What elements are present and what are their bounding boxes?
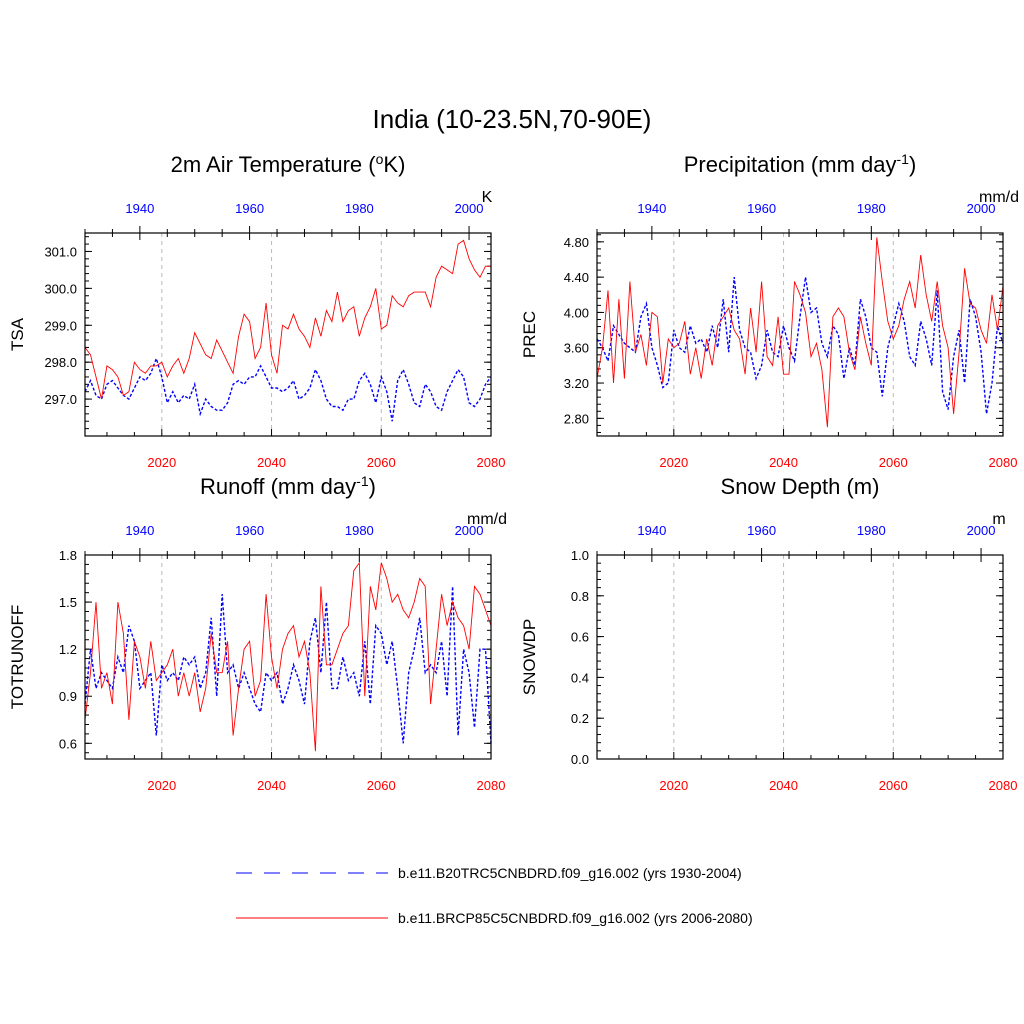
series-line-historical xyxy=(84,356,492,422)
y-tick-label: 0.4 xyxy=(571,670,589,685)
x-bottom-tick-label: 2080 xyxy=(989,778,1018,793)
y-tick-label: 298.0 xyxy=(44,355,77,370)
y-tick-label: 0.2 xyxy=(571,711,589,726)
x-bottom-tick-label: 2040 xyxy=(769,455,798,470)
x-top-tick-label: 1960 xyxy=(235,523,264,538)
panel-title-tail: K) xyxy=(383,152,405,177)
x-bottom-tick-label: 2020 xyxy=(659,455,688,470)
y-axis-label: TOTRUNOFF xyxy=(8,605,27,710)
x-bottom-tick-label: 2040 xyxy=(257,455,286,470)
series-line-future xyxy=(84,239,491,400)
x-top-tick-label: 1960 xyxy=(747,201,776,216)
x-bottom-tick-label: 2060 xyxy=(367,778,396,793)
units-label: mm/d xyxy=(979,189,1019,206)
y-axis-label: PREC xyxy=(520,311,539,358)
panel-totrunoff: Runoff (mm day-1) mm/d TOTRUNOFF 0.6 0.9 1.2 1… xyxy=(8,473,507,793)
panel-snowdp: Snow Depth (m) m SNOWDP 0.0 0.2 0.4 0.6 0.8 1.0 2… xyxy=(520,474,1017,793)
y-tick-label: 3.60 xyxy=(564,341,589,356)
y-tick-label: 299.0 xyxy=(44,318,77,333)
panel-prec: Precipitation (mm day-1) mm/d PREC 2.80 3.20… xyxy=(520,151,1019,470)
y-tick-label: 0.6 xyxy=(571,630,589,645)
x-top-tick-label: 2000 xyxy=(967,523,996,538)
x-bottom-tick-label: 2040 xyxy=(769,778,798,793)
x-top-tick-label: 1940 xyxy=(637,201,666,216)
x-bottom-tick-label: 2080 xyxy=(989,455,1018,470)
figure-title: India (10-23.5N,70-90E) xyxy=(373,104,652,134)
legend: b.e11.B20TRC5CNBDRD.f09_g16.002 (yrs 193… xyxy=(236,865,753,926)
legend-label: b.e11.B20TRC5CNBDRD.f09_g16.002 (yrs 193… xyxy=(398,865,742,881)
y-tick-label: 2.80 xyxy=(564,411,589,426)
x-top-tick-label: 1940 xyxy=(637,523,666,538)
x-top-tick-label: 1940 xyxy=(125,523,154,538)
y-tick-label: 4.00 xyxy=(564,305,589,320)
units-label: mm/d xyxy=(467,511,507,528)
x-bottom-tick-label: 2020 xyxy=(147,455,176,470)
plot-frame xyxy=(596,232,1004,437)
x-top-tick-label: 1980 xyxy=(345,201,374,216)
y-tick-label: 0.6 xyxy=(59,736,77,751)
panel-title: Runoff (mm day-1) xyxy=(200,473,376,499)
y-tick-label: 1.0 xyxy=(571,548,589,563)
panel-title-tail: ) xyxy=(369,474,376,499)
x-top-tick-label: 1960 xyxy=(235,201,264,216)
plot-frame xyxy=(84,554,492,760)
panel-title-tail: ) xyxy=(909,152,916,177)
y-tick-label: 0.0 xyxy=(571,752,589,767)
plot-frame xyxy=(84,232,492,437)
x-bottom-tick-label: 2060 xyxy=(367,455,396,470)
panel-title: Snow Depth (m) xyxy=(721,474,880,499)
y-tick-label: 1.5 xyxy=(59,595,77,610)
x-top-tick-label: 2000 xyxy=(455,201,484,216)
plot-frame xyxy=(596,554,1004,760)
y-tick-label: 0.8 xyxy=(571,589,589,604)
y-tick-label: 4.80 xyxy=(564,235,589,250)
x-top-tick-label: 1980 xyxy=(857,201,886,216)
panel-title-superscript: -1 xyxy=(896,151,909,167)
x-bottom-tick-label: 2060 xyxy=(879,455,908,470)
legend-label: b.e11.BRCP85C5CNBDRD.f09_g16.002 (yrs 20… xyxy=(398,910,753,926)
panel-tsa: 2m Air Temperature (oK) K TSA 297.0 298.0 299… xyxy=(8,151,505,470)
panel-title-main: Snow Depth (m) xyxy=(721,474,880,499)
y-tick-label: 297.0 xyxy=(44,392,77,407)
x-bottom-tick-label: 2020 xyxy=(659,778,688,793)
x-top-tick-label: 2000 xyxy=(967,201,996,216)
y-axis-label: SNOWDP xyxy=(520,619,539,696)
x-bottom-tick-label: 2060 xyxy=(879,778,908,793)
y-tick-label: 4.40 xyxy=(564,270,589,285)
series-line-future xyxy=(596,237,1004,428)
y-tick-label: 0.9 xyxy=(59,689,77,704)
y-axis-label: TSA xyxy=(8,317,27,351)
y-tick-label: 300.0 xyxy=(44,281,77,296)
x-top-tick-label: 1960 xyxy=(747,523,776,538)
x-top-tick-label: 1980 xyxy=(857,523,886,538)
panel-title: 2m Air Temperature (oK) xyxy=(171,151,406,177)
units-label: K xyxy=(482,189,493,206)
x-bottom-tick-label: 2080 xyxy=(477,778,506,793)
series-line-future xyxy=(84,561,492,752)
y-tick-label: 1.2 xyxy=(59,642,77,657)
series-line-historical xyxy=(84,586,492,744)
y-tick-label: 301.0 xyxy=(44,244,77,259)
x-bottom-tick-label: 2080 xyxy=(477,455,506,470)
panel-title: Precipitation (mm day-1) xyxy=(684,151,917,177)
panel-title-main: Precipitation (mm day xyxy=(684,152,897,177)
x-bottom-tick-label: 2040 xyxy=(257,778,286,793)
panel-title-superscript: -1 xyxy=(356,473,369,489)
panel-title-superscript: o xyxy=(376,151,384,167)
units-label: m xyxy=(992,511,1005,528)
panel-title-main: Runoff (mm day xyxy=(200,474,356,499)
panels-group: 2m Air Temperature (oK) K TSA 297.0 298.0 299… xyxy=(8,151,1019,793)
x-top-tick-label: 1940 xyxy=(125,201,154,216)
series-line-historical xyxy=(596,276,1004,415)
panel-title-main: 2m Air Temperature ( xyxy=(171,152,377,177)
y-tick-label: 1.8 xyxy=(59,548,77,563)
y-tick-label: 3.20 xyxy=(564,376,589,391)
x-top-tick-label: 2000 xyxy=(455,523,484,538)
x-top-tick-label: 1980 xyxy=(345,523,374,538)
x-bottom-tick-label: 2020 xyxy=(147,778,176,793)
